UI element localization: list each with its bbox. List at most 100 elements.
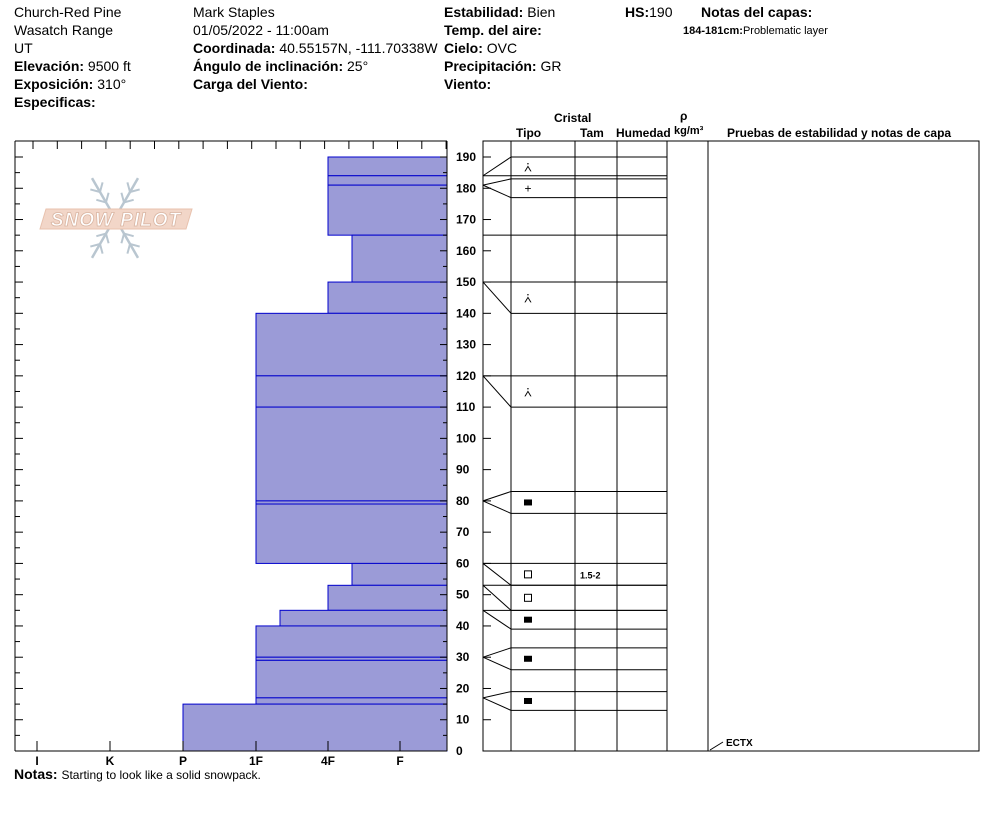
connector-line <box>482 697 512 711</box>
snowflake-branch <box>96 232 107 238</box>
connector-line <box>482 178 512 186</box>
precip-stellar-symbol: ⩑ <box>524 159 532 174</box>
hardness-layer-bar <box>255 625 448 658</box>
hs-label: HS: <box>625 4 650 20</box>
snow-height: HS:190 <box>625 4 672 21</box>
notes: Notas: Starting to look like a solid sno… <box>14 766 261 784</box>
faceted-crystals-symbol <box>524 570 532 579</box>
coordinates-label: Coordinada: <box>193 40 276 56</box>
axis-tick-label: 100 <box>456 431 476 445</box>
hs-value: 190 <box>649 4 673 20</box>
snowflake-branch <box>99 182 104 193</box>
snowflake-branch <box>120 233 125 244</box>
hardness-layer-bar <box>327 184 448 236</box>
hardness-tick-label: F <box>396 754 403 768</box>
axis-tick-label: 40 <box>456 619 470 633</box>
axis-tick-label: 130 <box>456 338 476 352</box>
grain-size-value: 1.5-2 <box>580 570 601 580</box>
aspect-label: Exposición: <box>14 76 94 92</box>
aspect: Exposición: 310° <box>14 76 126 93</box>
coordinates-value: 40.55157N, -111.70338W <box>279 40 438 56</box>
sky-value: OVC <box>486 40 518 56</box>
hardness-layer-bar <box>255 503 448 564</box>
coordinates: Coordinada: 40.55157N, -111.70338W <box>193 40 438 57</box>
density-unit: kg/m³ <box>674 125 704 137</box>
state: UT <box>14 40 33 56</box>
aspect-value: 310° <box>97 76 127 92</box>
axis-tick-label: 110 <box>456 400 476 414</box>
precip-stellar-symbol: ⩑ <box>524 291 532 306</box>
type-header: Tipo <box>516 126 542 140</box>
axis-tick-label: 140 <box>456 306 476 320</box>
snowflake-branch <box>123 198 134 204</box>
axis-tick-label: 80 <box>456 494 470 508</box>
specifics-label: Especificas: <box>14 94 96 110</box>
connector-line <box>482 375 512 408</box>
snowflake-branch <box>120 192 125 203</box>
layer-note-text: Problematic layer <box>742 25 828 37</box>
axis-tick-label: 150 <box>456 275 476 289</box>
snowflake-branch <box>129 188 140 193</box>
snowflake-branch <box>105 233 110 244</box>
slope-angle-label: Ángulo de inclinación: <box>193 58 344 74</box>
location-name: Church-Red Pine <box>14 4 122 20</box>
axis-tick-label: 170 <box>456 213 476 227</box>
layer-table: ⩑ + ⩑ ⩑ 1.5-2 ECTX <box>482 140 980 752</box>
watermark-banner <box>39 208 193 230</box>
stability: Estabilidad: Bien <box>444 4 555 21</box>
size-header: Tam <box>580 126 604 140</box>
precipitation-label: Precipitación: <box>444 58 537 74</box>
table-border <box>482 140 980 752</box>
snowflake-branch <box>126 243 131 254</box>
snowflake-branch <box>90 243 101 248</box>
connector-line <box>482 156 512 177</box>
axis-tick-label: 190 <box>456 150 476 164</box>
hardness-frame: I K P 1F 4F F <box>14 140 447 768</box>
hardness-layer-bar <box>327 281 448 314</box>
snowpilot-watermark: SNOW PILOT <box>39 177 193 259</box>
precip-particles-symbol: + <box>524 181 531 195</box>
snowflake-branch <box>129 243 140 248</box>
hardness-layer-bar <box>327 175 448 186</box>
test-pointer <box>709 741 724 751</box>
faceted-crystals-symbol <box>524 593 532 602</box>
elevation-label: Elevación: <box>14 58 85 74</box>
stability-label: Estabilidad: <box>444 4 524 20</box>
snowflake-branch <box>96 198 107 204</box>
density-symbol: ρ <box>680 109 688 123</box>
notes-label: Notas: <box>14 766 58 782</box>
air-temp-label: Temp. del aire: <box>444 22 542 38</box>
wind-label: Viento: <box>444 76 492 92</box>
precipitation-value: GR <box>540 58 562 74</box>
rounded-grains-symbol <box>524 499 532 506</box>
watermark-text: SNOW PILOT <box>51 210 182 231</box>
axis-tick-label: 70 <box>456 525 470 539</box>
sky-label: Cielo: <box>444 40 483 56</box>
hardness-layer-bar <box>327 584 448 611</box>
elevation: Elevación: 9500 ft <box>14 58 131 75</box>
connector-line <box>482 491 512 502</box>
connector-line <box>482 281 512 314</box>
mountain-range: Wasatch Range <box>14 22 114 38</box>
moisture-header: Humedad <box>616 126 671 140</box>
hardness-tick-label: K <box>106 754 115 768</box>
snowflake-branch <box>126 182 131 193</box>
layer-note-range: 184-181cm: <box>683 25 743 37</box>
slope-angle: Ángulo de inclinación: 25° <box>193 58 368 75</box>
rounded-grains-symbol <box>524 655 532 662</box>
hardness-layer-bar <box>255 406 448 502</box>
axis-tick-label: 20 <box>456 681 470 695</box>
rounded-grains-symbol <box>524 616 532 623</box>
hardness-tick-label: 1F <box>249 754 263 768</box>
precip-stellar-symbol: ⩑ <box>524 384 532 399</box>
hardness-tick-label: I <box>35 754 38 768</box>
connector-line <box>482 691 512 699</box>
axis-tick-label: 60 <box>456 556 470 570</box>
rounded-grains-symbol <box>524 697 532 704</box>
snowflake-branch <box>99 243 104 254</box>
axis-tick-label: 160 <box>456 244 476 258</box>
notes-text: Starting to look like a solid snowpack. <box>61 768 261 782</box>
tests-header: Pruebas de estabilidad y notas de capa <box>727 126 952 140</box>
hardness-layer-bar <box>351 562 448 586</box>
height-axis: 0 10 20 30 40 50 60 70 80 90 100 110 120 130 140 150 160… <box>440 141 491 758</box>
